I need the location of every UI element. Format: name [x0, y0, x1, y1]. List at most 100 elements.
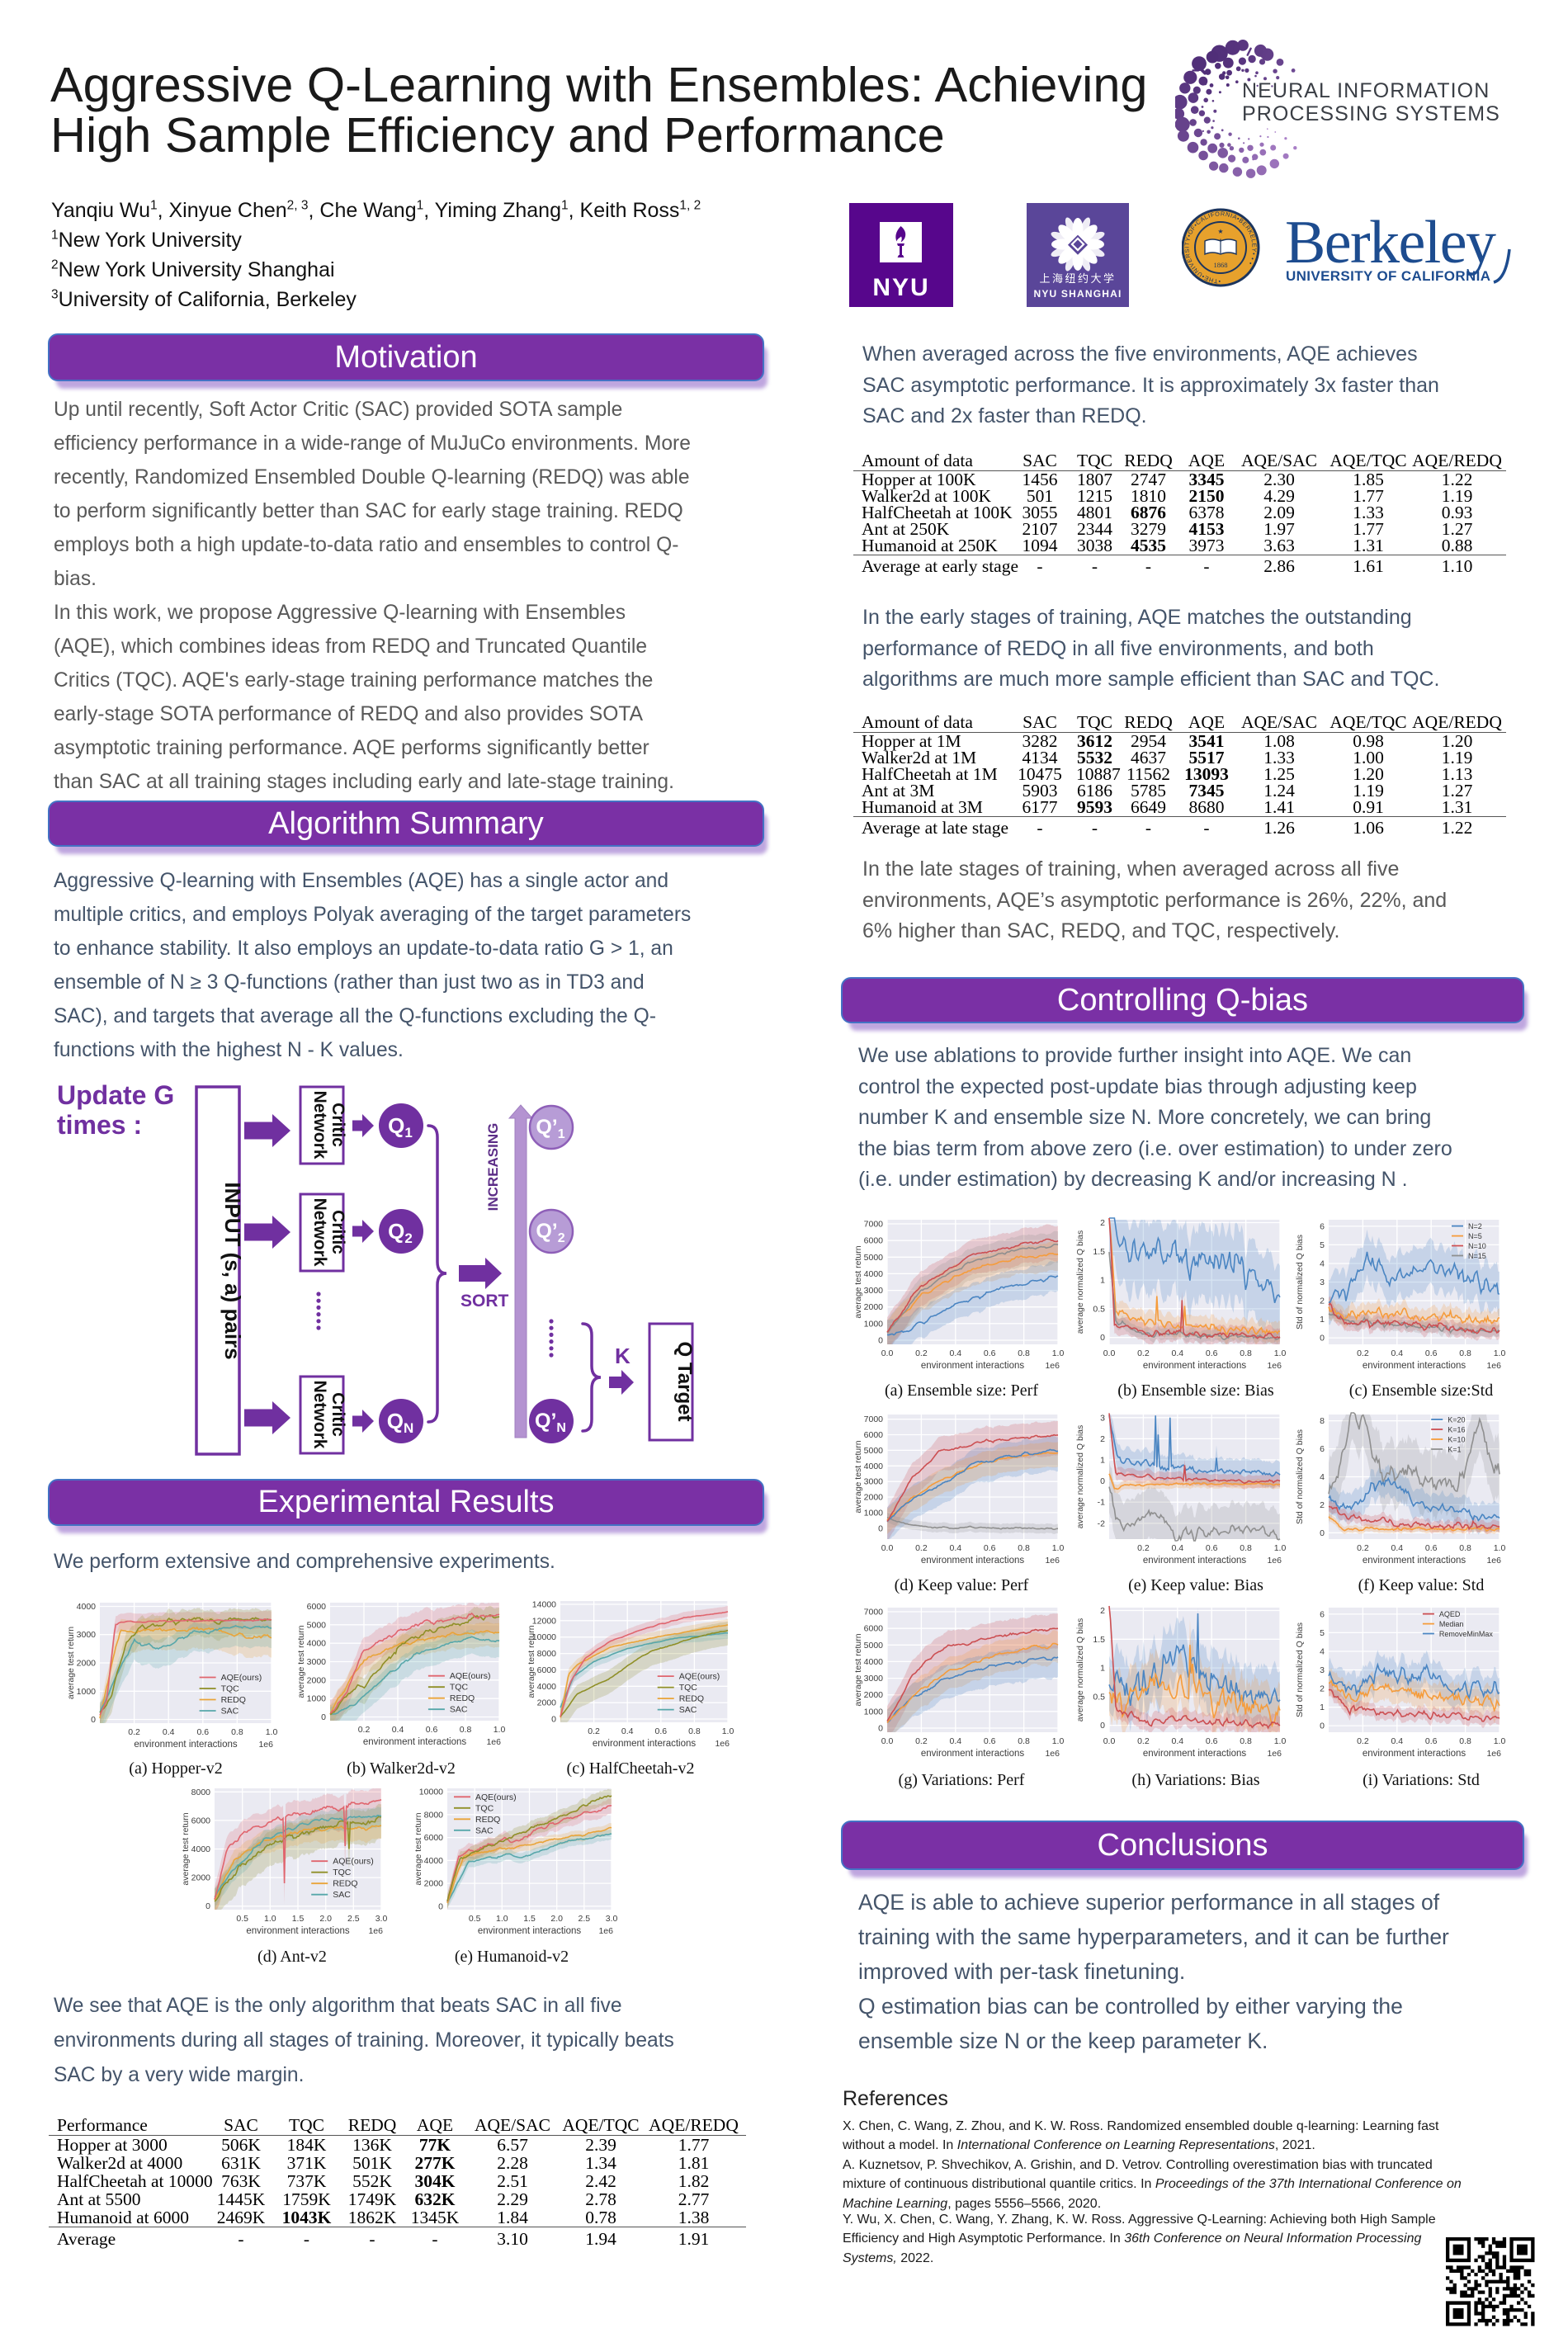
svg-text:1e6: 1e6 [368, 1926, 383, 1936]
svg-text:0.8: 0.8 [1240, 1348, 1252, 1358]
svg-text:6000: 6000 [424, 1833, 444, 1843]
svg-text:4000: 4000 [424, 1856, 444, 1866]
svg-text:0.5: 0.5 [469, 1914, 481, 1924]
svg-text:0: 0 [878, 1336, 883, 1346]
svg-text:3: 3 [1320, 1278, 1325, 1287]
svg-text:REDQ: REDQ [450, 1693, 475, 1703]
svg-text:0.6: 0.6 [1425, 1348, 1438, 1358]
svg-text:Network: Network [310, 1091, 329, 1159]
svg-text:0.4: 0.4 [1391, 1736, 1403, 1746]
svg-text:3000: 3000 [864, 1674, 884, 1684]
svg-text:Q Target: Q Target [673, 1342, 696, 1422]
svg-text:SAC: SAC [475, 1825, 494, 1835]
svg-text:0.8: 0.8 [1240, 1736, 1252, 1746]
svg-text:3000: 3000 [77, 1630, 97, 1640]
svg-text:0.4: 0.4 [949, 1736, 961, 1746]
svg-text:1.0: 1.0 [722, 1726, 734, 1736]
svg-text:1e6: 1e6 [486, 1737, 501, 1747]
svg-text:0.2: 0.2 [1357, 1736, 1369, 1746]
svg-text:1e6: 1e6 [1045, 1361, 1060, 1371]
svg-text:0.8: 0.8 [1018, 1348, 1030, 1358]
svg-text:0: 0 [321, 1712, 326, 1722]
svg-text:0.4: 0.4 [949, 1543, 961, 1553]
svg-text:0.8: 0.8 [1459, 1736, 1471, 1746]
svg-text:1.0: 1.0 [1494, 1348, 1506, 1358]
svg-text:Critic: Critic [328, 1392, 347, 1437]
svg-text:0.8: 0.8 [1240, 1543, 1252, 1553]
svg-text:0.2: 0.2 [358, 1725, 371, 1735]
svg-text:0.6: 0.6 [654, 1726, 667, 1736]
svg-text:5000: 5000 [864, 1641, 884, 1651]
svg-text:5000: 5000 [307, 1620, 327, 1630]
svg-text:0.4: 0.4 [1171, 1543, 1183, 1553]
svg-text:AQED: AQED [1439, 1610, 1461, 1618]
svg-text:7000: 7000 [864, 1415, 884, 1424]
svg-text:REDQ: REDQ [221, 1695, 246, 1705]
svg-text:TQC: TQC [475, 1803, 494, 1813]
svg-text:0.4: 0.4 [1391, 1543, 1403, 1553]
svg-text:4: 4 [1320, 1472, 1325, 1482]
svg-text:SAC: SAC [333, 1890, 351, 1900]
svg-text:2: 2 [1100, 1434, 1105, 1444]
svg-text:2000: 2000 [537, 1698, 557, 1708]
svg-text:0.6: 0.6 [196, 1727, 209, 1737]
svg-text:TQC: TQC [333, 1868, 352, 1877]
svg-text:0.8: 0.8 [1018, 1543, 1030, 1553]
svg-text:4: 4 [1320, 1259, 1325, 1269]
svg-text:0.2: 0.2 [915, 1348, 928, 1358]
svg-text:5: 5 [1320, 1240, 1325, 1250]
svg-text:1000: 1000 [307, 1694, 327, 1704]
svg-text:environment interactions: environment interactions [134, 1740, 238, 1750]
svg-text:K=16: K=16 [1448, 1426, 1465, 1434]
svg-text:0: 0 [91, 1715, 96, 1725]
svg-text:6000: 6000 [307, 1602, 327, 1612]
svg-text:1.0: 1.0 [1052, 1736, 1065, 1746]
svg-text:environment interactions: environment interactions [1363, 1361, 1466, 1371]
svg-text:2000: 2000 [864, 1302, 884, 1312]
svg-text:environment interactions: environment interactions [246, 1926, 350, 1936]
svg-text:3.0: 3.0 [606, 1914, 618, 1924]
svg-text:average normalized Q bias: average normalized Q bias [1075, 1230, 1085, 1334]
svg-text:上海纽约大学: 上海纽约大学 [1039, 272, 1116, 285]
svg-text:8000: 8000 [191, 1788, 211, 1797]
svg-text:4000: 4000 [191, 1844, 211, 1854]
svg-text:Std of normalized Q bias: Std of normalized Q bias [1295, 1622, 1305, 1717]
svg-text:K: K [615, 1344, 631, 1368]
svg-text:0: 0 [878, 1523, 883, 1533]
svg-text:environment interactions: environment interactions [1143, 1749, 1247, 1759]
svg-text:average test return: average test return [853, 1633, 863, 1706]
svg-text:average test return: average test return [853, 1440, 863, 1513]
svg-text:0.4: 0.4 [621, 1726, 634, 1736]
svg-text:3: 3 [1100, 1413, 1105, 1423]
svg-text:1.0: 1.0 [1052, 1543, 1065, 1553]
svg-text:0.6: 0.6 [984, 1543, 996, 1553]
svg-text:1e6: 1e6 [1267, 1556, 1282, 1566]
svg-text:1e6: 1e6 [1045, 1749, 1060, 1759]
svg-text:1868: 1868 [1214, 261, 1228, 269]
svg-text:1e6: 1e6 [598, 1926, 613, 1936]
svg-text:0.2: 0.2 [1137, 1736, 1150, 1746]
svg-text:1: 1 [1100, 1456, 1105, 1466]
svg-text:0.6: 0.6 [1206, 1348, 1218, 1358]
svg-text:N=2: N=2 [1468, 1222, 1482, 1230]
svg-text:5000: 5000 [864, 1253, 884, 1263]
svg-text:0: 0 [551, 1715, 556, 1725]
svg-text:environment interactions: environment interactions [1363, 1749, 1466, 1759]
svg-text:1: 1 [1320, 1703, 1325, 1712]
svg-text:4000: 4000 [77, 1602, 97, 1612]
svg-text:K=10: K=10 [1448, 1436, 1465, 1444]
svg-text:1.0: 1.0 [496, 1914, 508, 1924]
svg-text:TQC: TQC [450, 1683, 469, 1693]
svg-text:6000: 6000 [537, 1665, 557, 1675]
svg-text:Critic: Critic [328, 1210, 347, 1254]
svg-text:1.0: 1.0 [1494, 1736, 1506, 1746]
svg-text:1: 1 [1100, 1664, 1105, 1674]
svg-text:0: 0 [1100, 1476, 1105, 1486]
svg-text:SORT: SORT [460, 1292, 509, 1311]
svg-text:1: 1 [1320, 1315, 1325, 1325]
svg-text:Network: Network [310, 1198, 329, 1267]
svg-text:0.4: 0.4 [1171, 1348, 1183, 1358]
svg-text:0.2: 0.2 [1357, 1543, 1369, 1553]
svg-text:0.4: 0.4 [392, 1725, 404, 1735]
svg-text:6000: 6000 [864, 1430, 884, 1440]
